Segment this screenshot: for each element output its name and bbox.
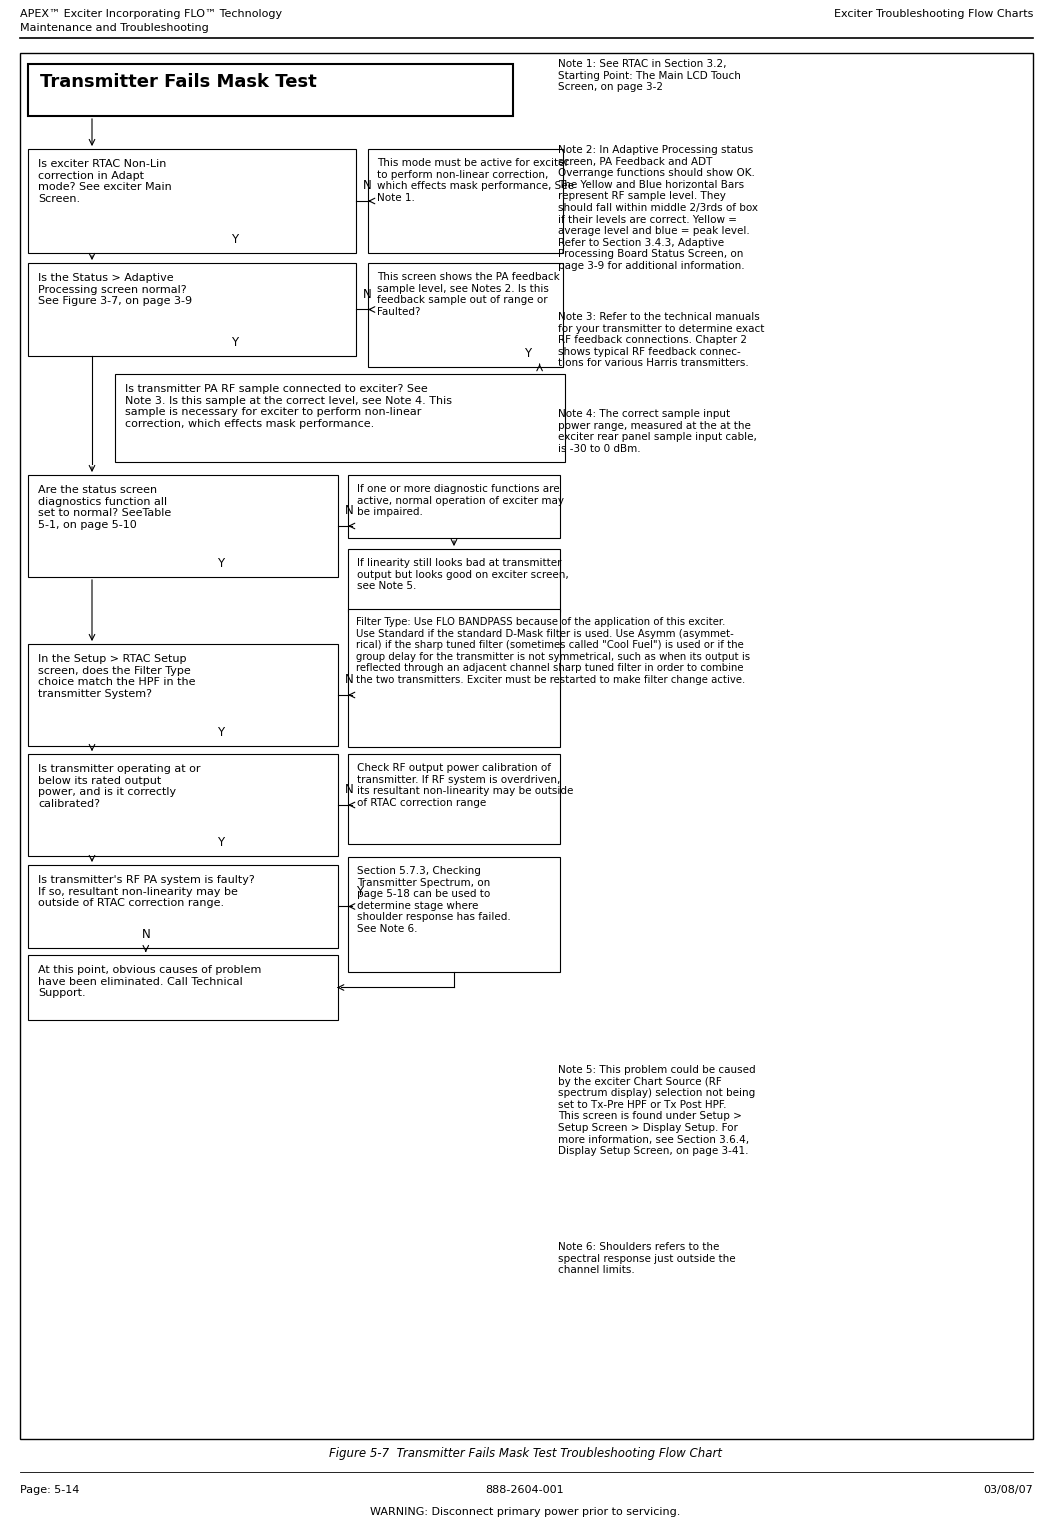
Text: 03/08/07: 03/08/07 bbox=[984, 1485, 1033, 1496]
Text: 888-2604-001: 888-2604-001 bbox=[486, 1485, 564, 1496]
FancyBboxPatch shape bbox=[348, 609, 560, 747]
FancyBboxPatch shape bbox=[348, 858, 560, 971]
Text: If linearity still looks bad at transmitter
output but looks good on exciter scr: If linearity still looks bad at transmit… bbox=[357, 558, 569, 592]
FancyBboxPatch shape bbox=[348, 549, 560, 612]
Text: Y: Y bbox=[217, 836, 224, 850]
FancyBboxPatch shape bbox=[28, 149, 356, 254]
FancyBboxPatch shape bbox=[28, 644, 338, 745]
FancyBboxPatch shape bbox=[368, 263, 563, 367]
Text: Check RF output power calibration of
transmitter. If RF system is overdriven,
it: Check RF output power calibration of tra… bbox=[357, 762, 574, 808]
Text: Is transmitter operating at or
below its rated output
power, and is it correctly: Is transmitter operating at or below its… bbox=[38, 764, 201, 808]
Text: Note 6: Shoulders refers to the
spectral response just outside the
channel limit: Note 6: Shoulders refers to the spectral… bbox=[558, 1242, 736, 1276]
Text: WARNING: Disconnect primary power prior to servicing.: WARNING: Disconnect primary power prior … bbox=[370, 1506, 680, 1517]
Text: N: N bbox=[363, 287, 371, 301]
Text: Note 2: In Adaptive Processing status
screen, PA Feedback and ADT
Overrange func: Note 2: In Adaptive Processing status sc… bbox=[558, 144, 758, 271]
Text: Is the Status > Adaptive
Processing screen normal?
See Figure 3-7, on page 3-9: Is the Status > Adaptive Processing scre… bbox=[38, 274, 192, 306]
Text: Y: Y bbox=[217, 727, 224, 739]
FancyBboxPatch shape bbox=[28, 865, 338, 948]
Text: N: N bbox=[345, 673, 353, 687]
Text: At this point, obvious causes of problem
have been eliminated. Call Technical
Su: At this point, obvious causes of problem… bbox=[38, 965, 262, 998]
FancyBboxPatch shape bbox=[28, 475, 338, 576]
Text: Is exciter RTAC Non-Lin
correction in Adapt
mode? See exciter Main
Screen.: Is exciter RTAC Non-Lin correction in Ad… bbox=[38, 158, 171, 204]
Text: N: N bbox=[142, 928, 150, 942]
Text: APEX™ Exciter Incorporating FLO™ Technology: APEX™ Exciter Incorporating FLO™ Technol… bbox=[20, 9, 282, 18]
Text: Y: Y bbox=[356, 885, 364, 898]
FancyBboxPatch shape bbox=[20, 52, 1033, 1439]
Text: Is transmitter PA RF sample connected to exciter? See
Note 3. Is this sample at : Is transmitter PA RF sample connected to… bbox=[125, 384, 452, 429]
FancyBboxPatch shape bbox=[28, 755, 338, 856]
Text: Figure 5-7  Transmitter Fails Mask Test Troubleshooting Flow Chart: Figure 5-7 Transmitter Fails Mask Test T… bbox=[329, 1446, 721, 1460]
Text: This screen shows the PA feedback
sample level, see Notes 2. Is this
feedback sa: This screen shows the PA feedback sample… bbox=[377, 272, 560, 317]
Text: Page: 5-14: Page: 5-14 bbox=[20, 1485, 80, 1496]
Text: N: N bbox=[363, 180, 371, 192]
Text: Y: Y bbox=[524, 347, 532, 361]
FancyBboxPatch shape bbox=[115, 373, 565, 463]
FancyBboxPatch shape bbox=[28, 263, 356, 357]
Text: If one or more diagnostic functions are
active, normal operation of exciter may
: If one or more diagnostic functions are … bbox=[357, 484, 564, 516]
Text: Is transmitter's RF PA system is faulty?
If so, resultant non-linearity may be
o: Is transmitter's RF PA system is faulty?… bbox=[38, 875, 254, 908]
FancyBboxPatch shape bbox=[28, 65, 513, 115]
Text: Maintenance and Troubleshooting: Maintenance and Troubleshooting bbox=[20, 23, 209, 32]
Text: Y: Y bbox=[231, 337, 239, 349]
Text: Note 1: See RTAC in Section 3.2,
Starting Point: The Main LCD Touch
Screen, on p: Note 1: See RTAC in Section 3.2, Startin… bbox=[558, 58, 741, 92]
FancyBboxPatch shape bbox=[348, 475, 560, 538]
Text: Note 3: Refer to the technical manuals
for your transmitter to determine exact
R: Note 3: Refer to the technical manuals f… bbox=[558, 312, 764, 369]
Text: Y: Y bbox=[217, 558, 224, 570]
FancyBboxPatch shape bbox=[28, 954, 338, 1021]
Text: Y: Y bbox=[231, 234, 239, 246]
Text: This mode must be active for exciter
to perform non-linear correction,
which eff: This mode must be active for exciter to … bbox=[377, 158, 574, 203]
Text: N: N bbox=[345, 504, 353, 518]
Text: Section 5.7.3, Checking
Transmitter Spectrum, on
page 5-18 can be used to
determ: Section 5.7.3, Checking Transmitter Spec… bbox=[357, 865, 511, 934]
Text: Note 5: This problem could be caused
by the exciter Chart Source (RF
spectrum di: Note 5: This problem could be caused by … bbox=[558, 1065, 756, 1156]
FancyBboxPatch shape bbox=[368, 149, 563, 254]
FancyBboxPatch shape bbox=[348, 755, 560, 844]
Text: Filter Type: Use FLO BANDPASS because of the application of this exciter.
Use St: Filter Type: Use FLO BANDPASS because of… bbox=[356, 616, 750, 686]
Text: Exciter Troubleshooting Flow Charts: Exciter Troubleshooting Flow Charts bbox=[833, 9, 1033, 18]
Text: In the Setup > RTAC Setup
screen, does the Filter Type
choice match the HPF in t: In the Setup > RTAC Setup screen, does t… bbox=[38, 655, 195, 699]
Text: Note 4: The correct sample input
power range, measured at the at the
exciter rea: Note 4: The correct sample input power r… bbox=[558, 409, 757, 453]
Text: N: N bbox=[345, 784, 353, 796]
Text: Are the status screen
diagnostics function all
set to normal? SeeTable
5-1, on p: Are the status screen diagnostics functi… bbox=[38, 486, 171, 530]
Text: Transmitter Fails Mask Test: Transmitter Fails Mask Test bbox=[40, 72, 316, 91]
